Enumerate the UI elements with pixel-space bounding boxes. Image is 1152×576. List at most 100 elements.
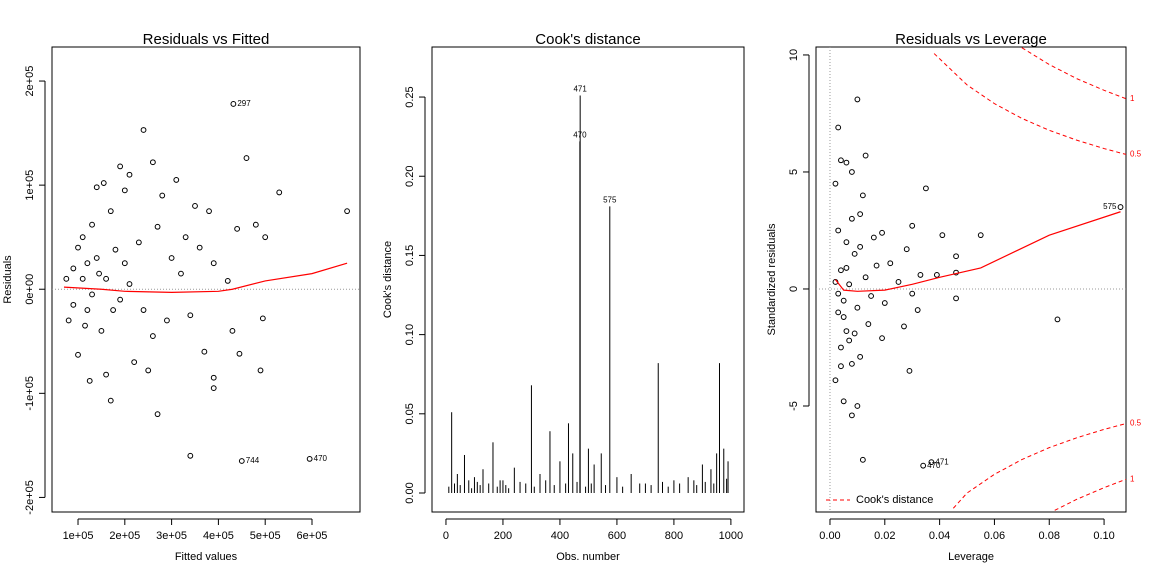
- point: [84, 260, 91, 267]
- point: [344, 208, 350, 215]
- point: [210, 260, 217, 267]
- point: [93, 184, 100, 191]
- point: [149, 159, 156, 166]
- y-tick-label: 10: [788, 49, 800, 61]
- x-axis-title: Obs. number: [556, 551, 620, 563]
- point: [145, 367, 152, 374]
- point: [920, 462, 927, 469]
- point: [909, 290, 916, 297]
- contour-label: 0.5: [1130, 419, 1142, 428]
- y-tick-label: 0.10: [404, 324, 416, 345]
- point: [252, 221, 259, 228]
- x-tick-label: 1000: [719, 530, 743, 542]
- cooks-contour: [1054, 478, 1127, 511]
- point: [98, 327, 105, 334]
- point: [236, 350, 243, 357]
- x-tick-label: 6e+05: [297, 530, 328, 542]
- point: [117, 296, 124, 303]
- point: [835, 309, 842, 316]
- point-label: 575: [1103, 202, 1117, 211]
- point: [103, 275, 109, 282]
- point: [879, 335, 885, 342]
- x-tick-label: 800: [665, 530, 683, 542]
- y-tick-label: 0.20: [404, 166, 416, 187]
- point: [178, 270, 184, 277]
- point: [121, 260, 128, 267]
- cooks-contour: [933, 53, 1127, 155]
- point: [100, 180, 107, 186]
- point: [224, 278, 231, 284]
- y-tick-label: -1e+05: [24, 376, 36, 411]
- x-tick-label: 4e+05: [203, 530, 234, 542]
- x-tick-label: 3e+05: [156, 530, 187, 542]
- plot-box: [431, 46, 745, 513]
- x-tick-label: 200: [494, 530, 512, 542]
- point-label: 471: [935, 457, 949, 466]
- point: [849, 169, 855, 175]
- point: [276, 189, 283, 196]
- point: [187, 312, 194, 319]
- contour-label: 0.5: [1130, 150, 1142, 159]
- spike-label: 575: [603, 195, 617, 204]
- point: [63, 275, 70, 282]
- point: [86, 377, 93, 384]
- point: [859, 192, 866, 199]
- point: [857, 211, 864, 217]
- point: [210, 374, 217, 381]
- y-tick-label: -2e+05: [24, 480, 36, 515]
- point: [164, 317, 170, 324]
- x-tick-label: 2e+05: [109, 530, 140, 542]
- x-tick-label: 0.02: [874, 530, 895, 542]
- point: [79, 275, 86, 282]
- y-tick-label: 0.25: [404, 86, 416, 107]
- point: [126, 171, 133, 178]
- x-tick-label: 5e+05: [250, 530, 281, 542]
- point: [131, 359, 138, 366]
- point: [229, 327, 236, 334]
- point: [112, 246, 119, 253]
- point: [234, 225, 241, 232]
- x-tick-label: 600: [608, 530, 626, 542]
- point: [1117, 204, 1124, 210]
- point: [75, 351, 81, 358]
- chart-title: Cook's distance: [535, 31, 640, 48]
- point: [843, 265, 850, 271]
- point: [840, 297, 847, 304]
- point: [901, 323, 907, 330]
- point: [89, 291, 95, 298]
- y-axis-title: Standardized residuals: [766, 223, 778, 335]
- point: [914, 307, 921, 313]
- point: [835, 227, 842, 234]
- point: [849, 412, 855, 419]
- point: [868, 293, 874, 299]
- point: [832, 377, 839, 384]
- contour-label: 1: [1130, 474, 1135, 483]
- point: [259, 315, 266, 322]
- spike-label: 470: [573, 131, 587, 140]
- point: [168, 255, 175, 261]
- point: [838, 363, 844, 370]
- point: [840, 314, 847, 320]
- x-tick-label: 1e+05: [63, 530, 94, 542]
- point: [154, 223, 161, 230]
- point: [206, 208, 212, 215]
- point: [857, 353, 864, 360]
- smooth-line: [63, 262, 348, 293]
- y-tick-label: 0.05: [404, 403, 416, 424]
- point: [835, 124, 842, 131]
- point: [854, 304, 861, 311]
- point: [835, 290, 842, 297]
- point: [149, 333, 156, 339]
- point: [939, 232, 946, 239]
- point: [854, 96, 861, 103]
- point: [70, 265, 77, 272]
- point: [121, 187, 128, 194]
- point: [243, 155, 250, 161]
- point: [96, 270, 102, 277]
- point: [93, 255, 100, 261]
- y-axis-title: Residuals: [2, 255, 14, 304]
- x-axis-title: Fitted values: [175, 551, 238, 563]
- point: [906, 367, 913, 374]
- y-tick-label: 0.00: [404, 482, 416, 503]
- point: [854, 403, 861, 409]
